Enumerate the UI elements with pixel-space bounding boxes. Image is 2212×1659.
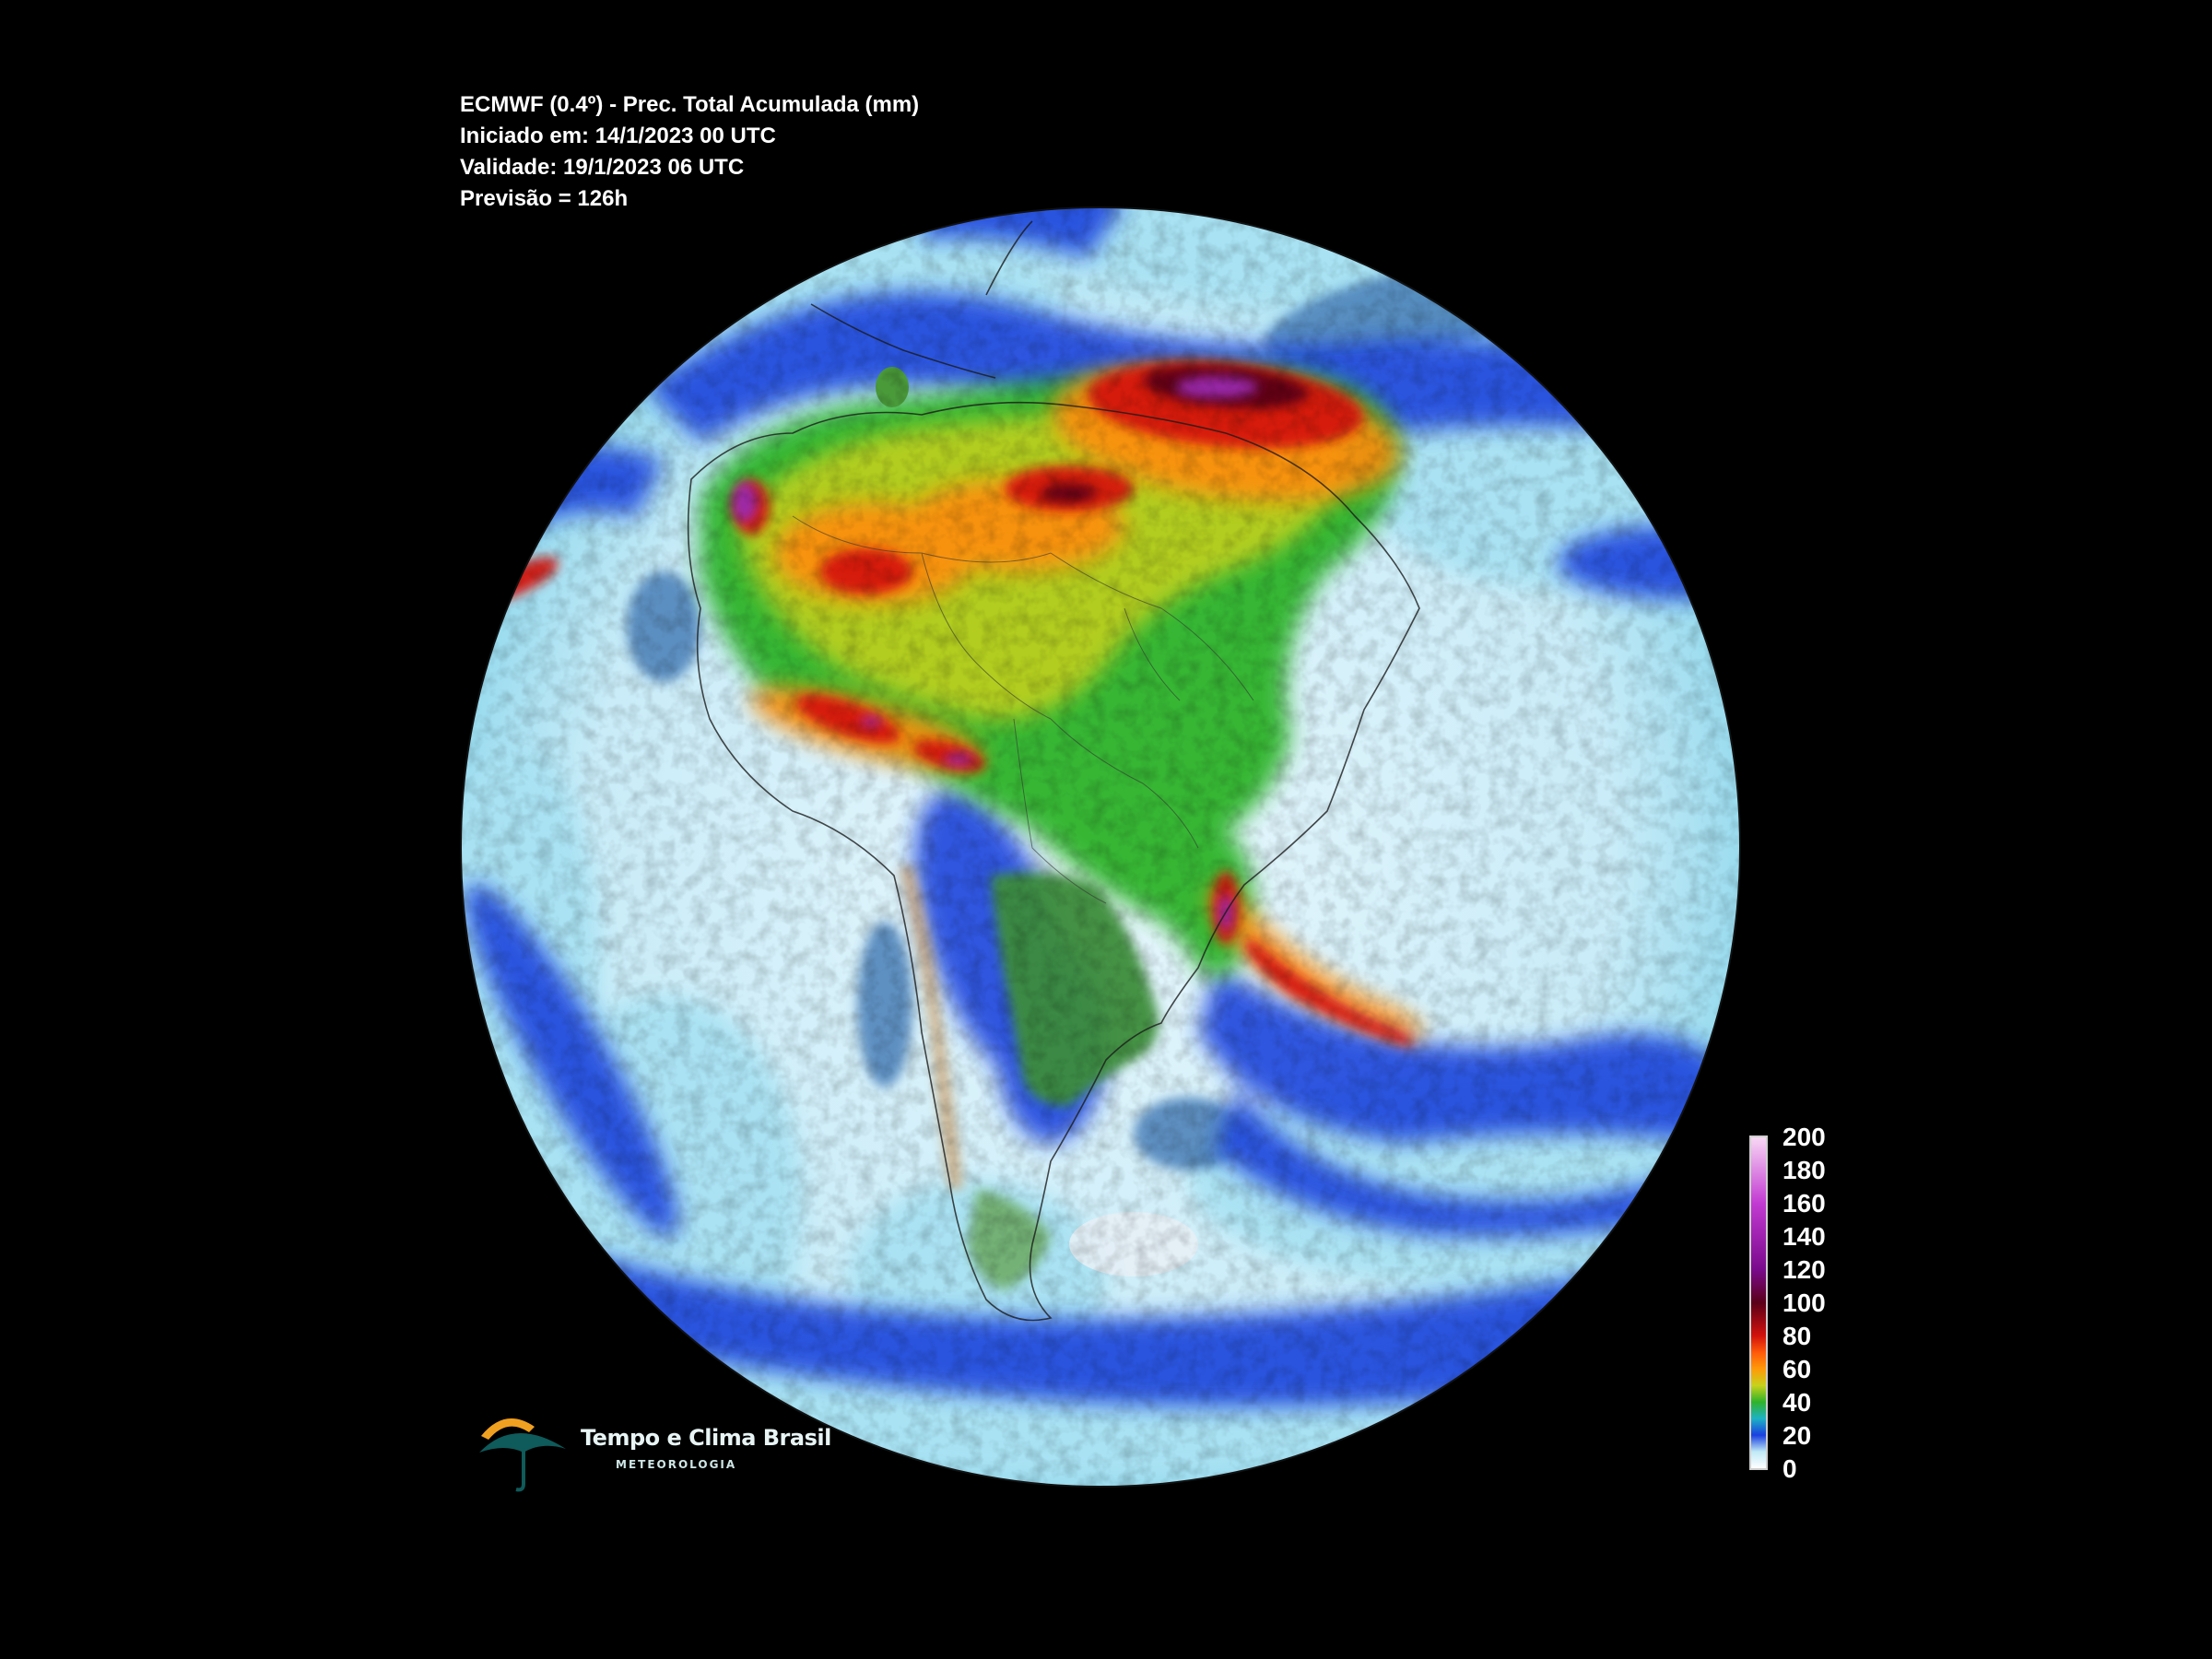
colorbar-gradient bbox=[1751, 1137, 1766, 1468]
noise-texture bbox=[461, 207, 1740, 1487]
colorbar-tick-label: 100 bbox=[1783, 1288, 1826, 1317]
init-time: Iniciado em: 14/1/2023 00 UTC bbox=[460, 124, 776, 148]
map-header: ECMWF (0.4º) - Prec. Total Acumulada (mm… bbox=[460, 89, 919, 215]
colorbar-tick-label: 80 bbox=[1783, 1322, 1812, 1350]
coastlines bbox=[687, 220, 1420, 1322]
colorbar-tick-label: 140 bbox=[1783, 1222, 1826, 1251]
colorbar-tick-label: 60 bbox=[1783, 1355, 1812, 1383]
country-borders bbox=[792, 515, 1254, 904]
colorbar-tick-label: 160 bbox=[1783, 1189, 1826, 1218]
logo-subtitle: METEOROLOGIA bbox=[616, 1458, 737, 1471]
map-title: ECMWF (0.4º) - Prec. Total Acumulada (mm… bbox=[460, 92, 920, 117]
colorbar-tick-label: 180 bbox=[1783, 1156, 1826, 1184]
colorbar-tick-label: 40 bbox=[1783, 1388, 1812, 1417]
valid-time: Validade: 19/1/2023 06 UTC bbox=[460, 155, 745, 180]
logo-title: Tempo e Clima Brasil bbox=[581, 1425, 831, 1451]
globe-outline bbox=[460, 206, 1741, 1488]
colorbar-tick-label: 20 bbox=[1783, 1421, 1812, 1450]
colorbar-tick-label: 200 bbox=[1783, 1123, 1826, 1151]
colorbar bbox=[1749, 1135, 1768, 1470]
umbrella-sun-icon bbox=[479, 1418, 566, 1492]
colorbar-tick-label: 0 bbox=[1783, 1454, 1797, 1483]
colorbar-ticks: 200 180 160 140 120 100 80 60 40 20 0 bbox=[1783, 1123, 1856, 1482]
colorbar-tick-label: 120 bbox=[1783, 1255, 1826, 1284]
forecast-hour: Previsão = 126h bbox=[460, 186, 629, 211]
